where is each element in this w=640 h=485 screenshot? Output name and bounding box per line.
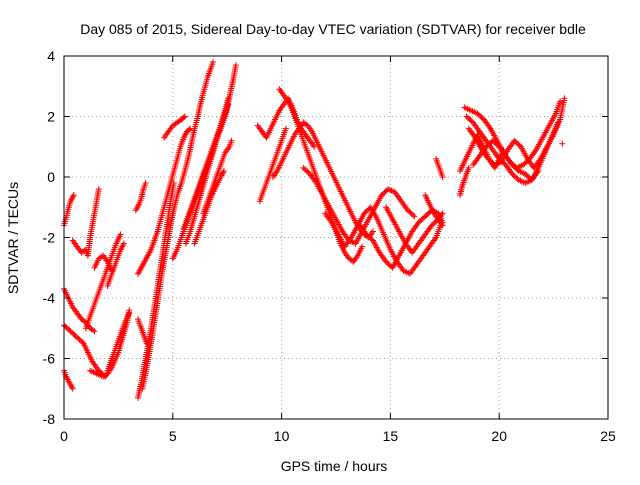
data-point	[143, 340, 150, 347]
y-tick-label: -8	[43, 411, 56, 427]
y-tick-label: 2	[47, 109, 55, 125]
data-point	[81, 318, 88, 325]
y-tick-label: 4	[47, 48, 55, 64]
data-point	[91, 328, 98, 335]
data-point	[303, 121, 310, 128]
data-point	[70, 192, 77, 199]
data-point	[103, 371, 110, 378]
y-tick-label: -6	[43, 351, 56, 367]
data-point	[439, 174, 446, 180]
x-tick-label: 10	[274, 428, 290, 444]
data-point	[411, 213, 418, 220]
data-point	[465, 164, 472, 171]
x-tick-label: 5	[169, 428, 177, 444]
x-tick-label: 25	[600, 428, 616, 444]
y-axis-label: SDTVAR / TECUs	[5, 182, 21, 294]
data-point	[117, 231, 124, 238]
data-point	[90, 327, 97, 334]
data-point	[232, 62, 239, 69]
data-point	[187, 125, 194, 132]
x-tick-label: 0	[60, 428, 68, 444]
data-point	[98, 253, 105, 260]
data-point	[186, 126, 193, 133]
x-tick-label: 20	[491, 428, 507, 444]
data-point	[311, 143, 318, 150]
data-point	[369, 228, 376, 235]
data-point	[181, 113, 188, 120]
data-point	[439, 222, 446, 229]
data-point	[142, 180, 149, 187]
data-point	[359, 243, 366, 250]
x-tick-label: 15	[383, 428, 399, 444]
data-point	[439, 210, 446, 217]
data-point	[120, 240, 127, 247]
data-point	[282, 125, 289, 132]
data-point	[95, 186, 102, 193]
data-point	[410, 212, 417, 219]
data-point	[228, 137, 235, 144]
data-point	[69, 385, 76, 392]
y-tick-label: 0	[47, 169, 55, 185]
x-axis-label: GPS time / hours	[281, 458, 388, 474]
y-tick-label: -2	[43, 230, 56, 246]
ticks: 0 5 10 15 20 25 -8 -6 -4 -2 0 2 4	[43, 48, 616, 444]
data-point	[180, 114, 187, 121]
data-point	[348, 257, 355, 264]
data-point	[126, 310, 133, 317]
data-point	[79, 339, 86, 346]
data-point	[220, 167, 227, 174]
data-point	[210, 59, 217, 66]
data-point	[535, 167, 542, 174]
data-point	[557, 98, 564, 105]
chart-title: Day 085 of 2015, Sidereal Day-to-day VTE…	[80, 21, 586, 37]
data-point	[559, 140, 566, 147]
data-point	[561, 95, 568, 102]
data-point	[225, 95, 232, 102]
data-layer	[61, 59, 568, 401]
y-tick-label: -4	[43, 290, 56, 306]
